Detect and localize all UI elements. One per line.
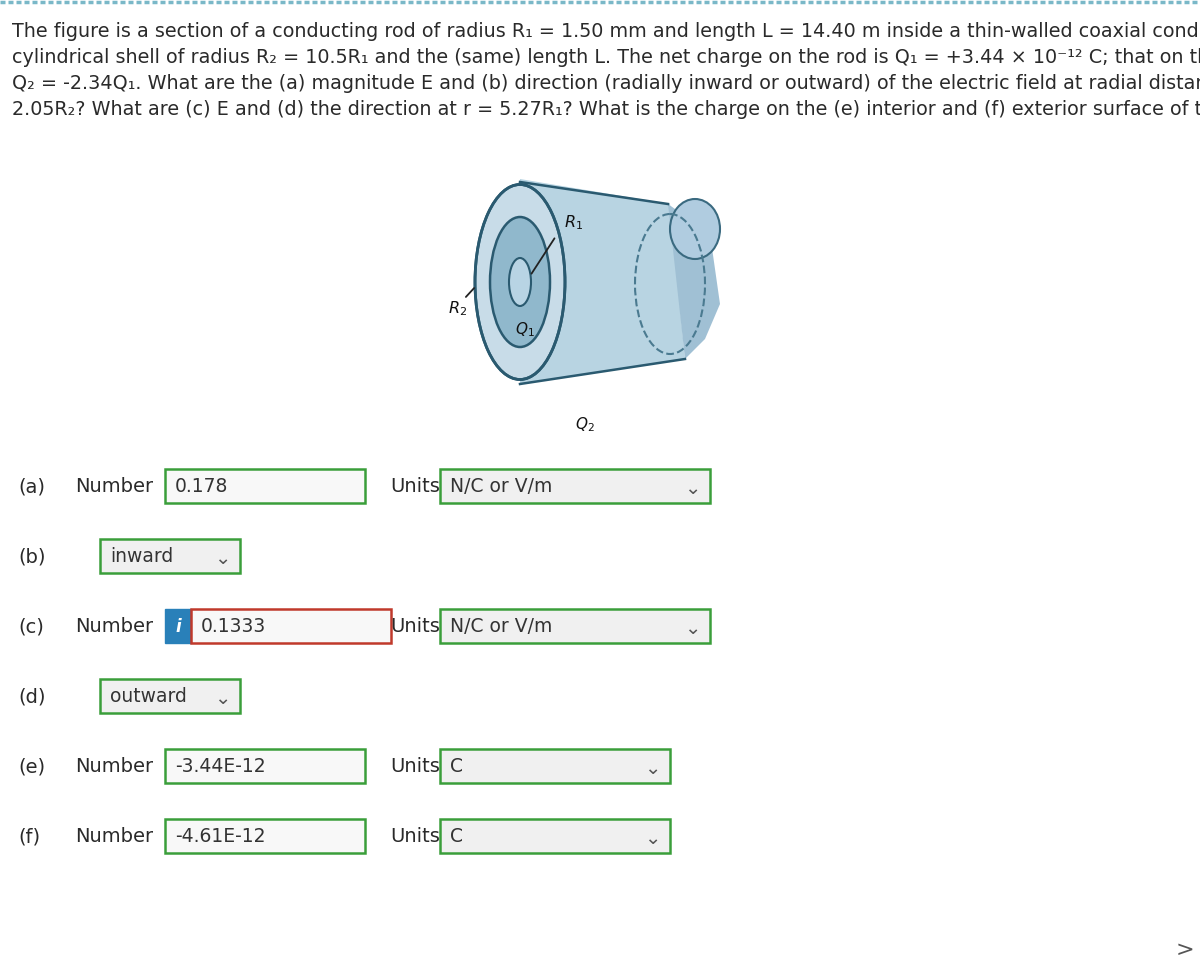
- FancyBboxPatch shape: [440, 819, 670, 853]
- Text: Number: Number: [74, 616, 154, 636]
- Text: (f): (f): [18, 827, 40, 846]
- Text: $Q_1$: $Q_1$: [515, 320, 535, 339]
- Text: (b): (b): [18, 547, 46, 566]
- Ellipse shape: [490, 218, 550, 348]
- Text: N/C or V/m: N/C or V/m: [450, 477, 552, 496]
- Text: outward: outward: [110, 687, 187, 705]
- Text: Number: Number: [74, 477, 154, 496]
- FancyBboxPatch shape: [440, 610, 710, 643]
- Text: i: i: [175, 617, 181, 635]
- Text: (a): (a): [18, 477, 46, 496]
- Ellipse shape: [670, 199, 720, 260]
- Text: cylindrical shell of radius R₂ = 10.5R₁ and the (same) length L. The net charge : cylindrical shell of radius R₂ = 10.5R₁ …: [12, 48, 1200, 67]
- Text: $Q_2$: $Q_2$: [575, 415, 595, 434]
- Text: -3.44E-12: -3.44E-12: [175, 757, 265, 776]
- Text: (c): (c): [18, 616, 44, 636]
- Text: N/C or V/m: N/C or V/m: [450, 616, 552, 636]
- Text: C: C: [450, 757, 463, 776]
- Text: Units: Units: [390, 616, 440, 636]
- Text: ⌄: ⌄: [214, 548, 230, 567]
- FancyBboxPatch shape: [440, 470, 710, 503]
- Text: The figure is a section of a conducting rod of radius R₁ = 1.50 mm and length L : The figure is a section of a conducting …: [12, 21, 1200, 41]
- Text: (e): (e): [18, 757, 46, 776]
- Text: (d): (d): [18, 687, 46, 705]
- Text: ⌄: ⌄: [684, 478, 700, 497]
- Text: Units: Units: [390, 477, 440, 496]
- Text: Q₂ = -2.34Q₁. What are the (a) magnitude E and (b) direction (radially inward or: Q₂ = -2.34Q₁. What are the (a) magnitude…: [12, 74, 1200, 93]
- FancyBboxPatch shape: [191, 610, 391, 643]
- Ellipse shape: [475, 186, 565, 380]
- Text: 2.05R₂? What are (c) E and (d) the direction at r = 5.27R₁? What is the charge o: 2.05R₂? What are (c) E and (d) the direc…: [12, 100, 1200, 119]
- FancyBboxPatch shape: [440, 749, 670, 784]
- FancyBboxPatch shape: [166, 819, 365, 853]
- Polygon shape: [668, 205, 720, 360]
- Text: C: C: [450, 827, 463, 846]
- Text: inward: inward: [110, 547, 173, 566]
- FancyBboxPatch shape: [166, 470, 365, 503]
- Text: ⌄: ⌄: [214, 688, 230, 706]
- Text: Number: Number: [74, 827, 154, 846]
- Ellipse shape: [509, 259, 530, 307]
- FancyBboxPatch shape: [166, 749, 365, 784]
- Text: $R_2$: $R_2$: [448, 299, 467, 319]
- Text: -4.61E-12: -4.61E-12: [175, 827, 265, 846]
- FancyBboxPatch shape: [166, 610, 191, 643]
- Text: Units: Units: [390, 757, 440, 776]
- Text: ⌄: ⌄: [684, 617, 700, 637]
- FancyBboxPatch shape: [100, 679, 240, 713]
- Text: Units: Units: [390, 827, 440, 846]
- Text: ⌄: ⌄: [644, 828, 660, 847]
- Text: Number: Number: [74, 757, 154, 776]
- Polygon shape: [520, 180, 685, 385]
- Text: 0.178: 0.178: [175, 477, 228, 496]
- Text: 0.1333: 0.1333: [202, 616, 266, 636]
- Text: ⌄: ⌄: [644, 758, 660, 777]
- Text: >: >: [1176, 939, 1194, 959]
- FancyBboxPatch shape: [100, 539, 240, 573]
- Text: $R_1$: $R_1$: [564, 213, 583, 233]
